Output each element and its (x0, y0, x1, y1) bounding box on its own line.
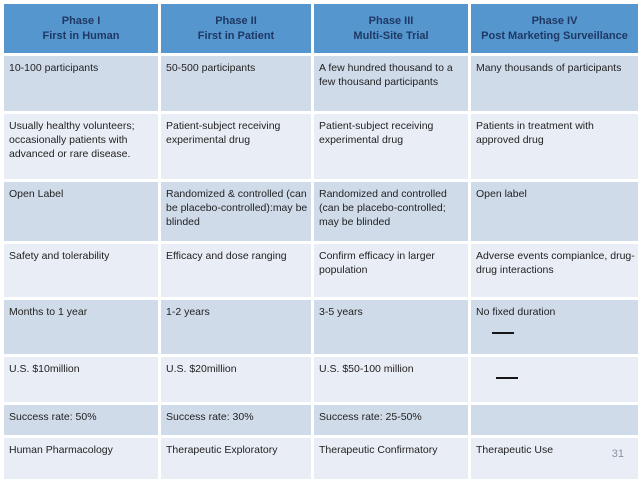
cell-cost-phase-2: U.S. $20million (161, 357, 311, 402)
cell-cost-phase-3: U.S. $50-100 million (314, 357, 468, 402)
phase-title: Phase II (215, 14, 257, 27)
cell-text: Human Pharmacology (9, 444, 113, 456)
cell-participants-phase-2: 50-500 participants (161, 56, 311, 111)
cell-text: Success rate: 30% (166, 411, 254, 423)
cell-objective-phase-3: Confirm efficacy in larger population (314, 244, 468, 297)
cell-text: Success rate: 50% (9, 411, 97, 423)
cell-text: No fixed duration (476, 306, 556, 318)
cell-design-phase-4: Open label (471, 182, 638, 241)
cell-text: A few hundred thousand to a few thousand… (319, 62, 453, 88)
cell-design-phase-3: Randomized and controlled (can be placeb… (314, 182, 468, 241)
header-cell-phase-3: Phase III Multi-Site Trial (314, 4, 468, 53)
cell-classification-phase-1: Human Pharmacology (4, 438, 158, 479)
cell-text: Randomized and controlled (can be placeb… (319, 188, 447, 228)
cell-classification-phase-3: Therapeutic Confirmatory (314, 438, 468, 479)
phase-title: Phase III (368, 14, 414, 27)
cell-text: Therapeutic Confirmatory (319, 444, 438, 456)
cell-success-rate-phase-3: Success rate: 25-50% (314, 405, 468, 435)
cell-subjects-phase-4: Patients in treatment with approved drug (471, 114, 638, 179)
cell-text: Safety and tolerability (9, 250, 110, 262)
cell-objective-phase-4: Adverse events compianlce, drug-drug int… (471, 244, 638, 297)
cell-text: Usually healthy volunteers; occasionally… (9, 120, 135, 160)
cell-design-phase-1: Open Label (4, 182, 158, 241)
cell-text: Patient-subject receiving experimental d… (319, 120, 434, 146)
cell-objective-phase-1: Safety and tolerability (4, 244, 158, 297)
cell-participants-phase-1: 10-100 participants (4, 56, 158, 111)
header-cell-phase-2: Phase II First in Patient (161, 4, 311, 53)
cell-duration-phase-3: 3-5 years (314, 300, 468, 354)
cell-success-rate-phase-1: Success rate: 50% (4, 405, 158, 435)
cell-subjects-phase-2: Patient-subject receiving experimental d… (161, 114, 311, 179)
cell-text: Confirm efficacy in larger population (319, 250, 435, 276)
phase-title: Phase I (61, 14, 101, 27)
header-cell-phase-1: Phase I First in Human (4, 4, 158, 53)
cell-text: Efficacy and dose ranging (166, 250, 287, 262)
cell-success-rate-phase-2: Success rate: 30% (161, 405, 311, 435)
cell-text: 3-5 years (319, 306, 363, 318)
cell-duration-phase-4: No fixed duration (471, 300, 638, 354)
cell-text: Open Label (9, 188, 64, 200)
cell-text: Adverse events compianlce, drug-drug int… (476, 250, 635, 276)
cell-text: U.S. $10million (9, 363, 80, 375)
cell-participants-phase-3: A few hundred thousand to a few thousand… (314, 56, 468, 111)
cell-text: 50-500 participants (166, 62, 256, 74)
cell-participants-phase-4: Many thousands of participants (471, 56, 638, 111)
phase-subtitle: First in Patient (197, 29, 275, 42)
cell-duration-phase-1: Months to 1 year (4, 300, 158, 354)
cell-text: Therapeutic Use (476, 444, 554, 456)
cell-objective-phase-2: Efficacy and dose ranging (161, 244, 311, 297)
cell-cost-phase-1: U.S. $10million (4, 357, 158, 402)
dash-mark (496, 377, 518, 379)
cell-text: Success rate: 25-50% (319, 411, 422, 423)
clinical-phases-table: Phase I First in Human Phase II First in… (4, 4, 638, 479)
cell-text: 10-100 participants (9, 62, 99, 74)
cell-classification-phase-2: Therapeutic Exploratory (161, 438, 311, 479)
cell-duration-phase-2: 1-2 years (161, 300, 311, 354)
cell-success-rate-phase-4 (471, 405, 638, 435)
cell-classification-phase-4: Therapeutic Use 31 (471, 438, 638, 479)
cell-text: 1-2 years (166, 306, 210, 318)
cell-text: Patients in treatment with approved drug (476, 120, 594, 146)
phase-title: Phase IV (531, 14, 578, 27)
cell-cost-phase-4 (471, 357, 638, 402)
phase-subtitle: Post Marketing Surveillance (481, 29, 628, 42)
cell-subjects-phase-3: Patient-subject receiving experimental d… (314, 114, 468, 179)
cell-text: U.S. $20million (166, 363, 237, 375)
dash-mark (492, 332, 514, 334)
page-number: 31 (611, 448, 624, 460)
cell-text: Randomized & controlled (can be placebo-… (166, 188, 308, 228)
cell-text: Therapeutic Exploratory (166, 444, 278, 456)
cell-text: Many thousands of participants (476, 62, 622, 74)
cell-text: Open label (476, 188, 527, 200)
header-cell-phase-4: Phase IV Post Marketing Surveillance (471, 4, 638, 53)
cell-subjects-phase-1: Usually healthy volunteers; occasionally… (4, 114, 158, 179)
phase-subtitle: Multi-Site Trial (353, 29, 429, 42)
cell-text: Months to 1 year (9, 306, 88, 318)
phase-subtitle: First in Human (42, 29, 120, 42)
cell-text: U.S. $50-100 million (319, 363, 414, 375)
cell-text: Patient-subject receiving experimental d… (166, 120, 281, 146)
cell-design-phase-2: Randomized & controlled (can be placebo-… (161, 182, 311, 241)
